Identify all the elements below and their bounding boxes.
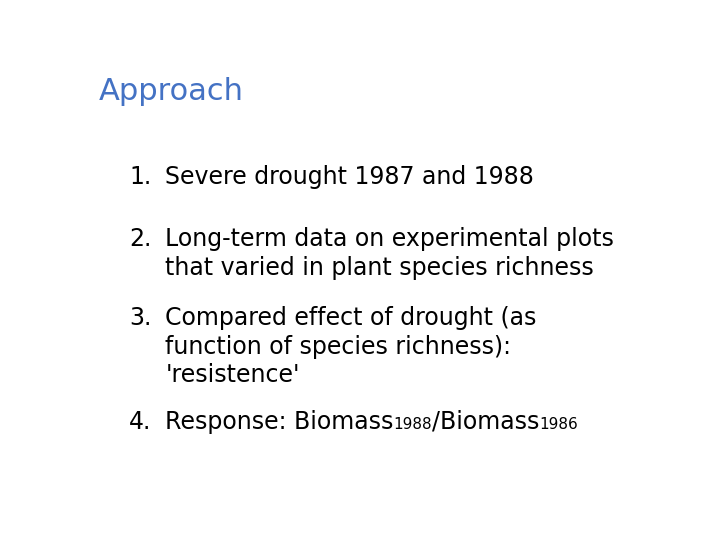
Text: Response: Biomass: Response: Biomass [166,410,394,434]
Text: Severe drought 1987 and 1988: Severe drought 1987 and 1988 [166,165,534,188]
Text: Approach: Approach [99,77,243,106]
Text: 1.: 1. [129,165,151,188]
Text: 1986: 1986 [540,417,578,433]
Text: 4.: 4. [129,410,151,434]
Text: 1988: 1988 [394,417,432,433]
Text: 2.: 2. [129,227,151,251]
Text: Compared effect of drought (as
function of species richness):
'resistence': Compared effect of drought (as function … [166,306,536,388]
Text: Long-term data on experimental plots
that varied in plant species richness: Long-term data on experimental plots tha… [166,227,614,280]
Text: 3.: 3. [129,306,151,330]
Text: /Biomass: /Biomass [432,410,540,434]
